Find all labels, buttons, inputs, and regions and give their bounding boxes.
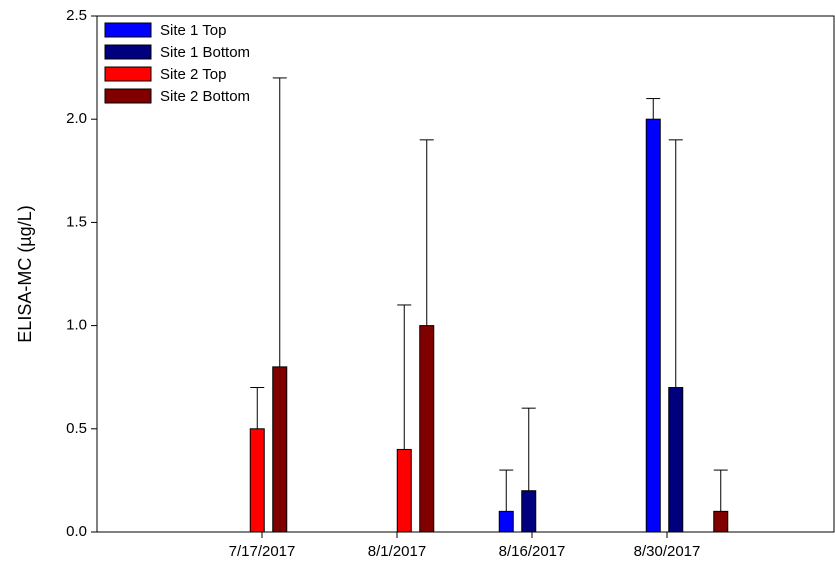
x-tick-label: 8/30/2017 — [634, 543, 701, 560]
error-bar — [668, 139, 683, 388]
x-tick-label: 8/16/2017 — [499, 543, 566, 560]
legend-label: Site 2 Top — [160, 66, 226, 83]
y-tick-label: 2.5 — [66, 7, 87, 24]
error-bar — [397, 304, 412, 450]
error-bar — [272, 77, 287, 367]
legend-swatch — [104, 88, 152, 104]
bar — [668, 387, 684, 533]
plot-frame — [96, 15, 835, 533]
error-bar — [499, 469, 514, 512]
error-bar — [521, 407, 536, 491]
error-bar — [419, 139, 434, 326]
bar — [272, 366, 288, 533]
y-axis-label: ELISA-MC (µg/L) — [15, 205, 35, 342]
error-bar — [250, 387, 265, 429]
error-bar — [713, 469, 728, 512]
legend-label: Site 2 Bottom — [160, 88, 250, 105]
bar — [521, 490, 537, 533]
legend-label: Site 1 Bottom — [160, 44, 250, 61]
legend-label: Site 1 Top — [160, 22, 226, 39]
legend-swatch — [104, 66, 152, 82]
bar — [419, 325, 435, 533]
error-bar — [646, 98, 661, 120]
legend-swatch — [104, 22, 152, 38]
y-tick-label: 2.0 — [66, 110, 87, 127]
y-tick-label: 0.5 — [66, 420, 87, 437]
x-tick-label: 8/1/2017 — [368, 543, 426, 560]
bar — [249, 428, 265, 533]
bar — [396, 448, 412, 533]
x-tick-label: 7/17/2017 — [229, 543, 296, 560]
y-tick-label: 1.5 — [66, 213, 87, 230]
bar — [713, 510, 729, 533]
y-tick-label: 0.0 — [66, 523, 87, 540]
legend-swatch — [104, 44, 152, 60]
y-tick-label: 1.0 — [66, 317, 87, 334]
bar — [498, 510, 514, 533]
bar — [645, 118, 661, 533]
